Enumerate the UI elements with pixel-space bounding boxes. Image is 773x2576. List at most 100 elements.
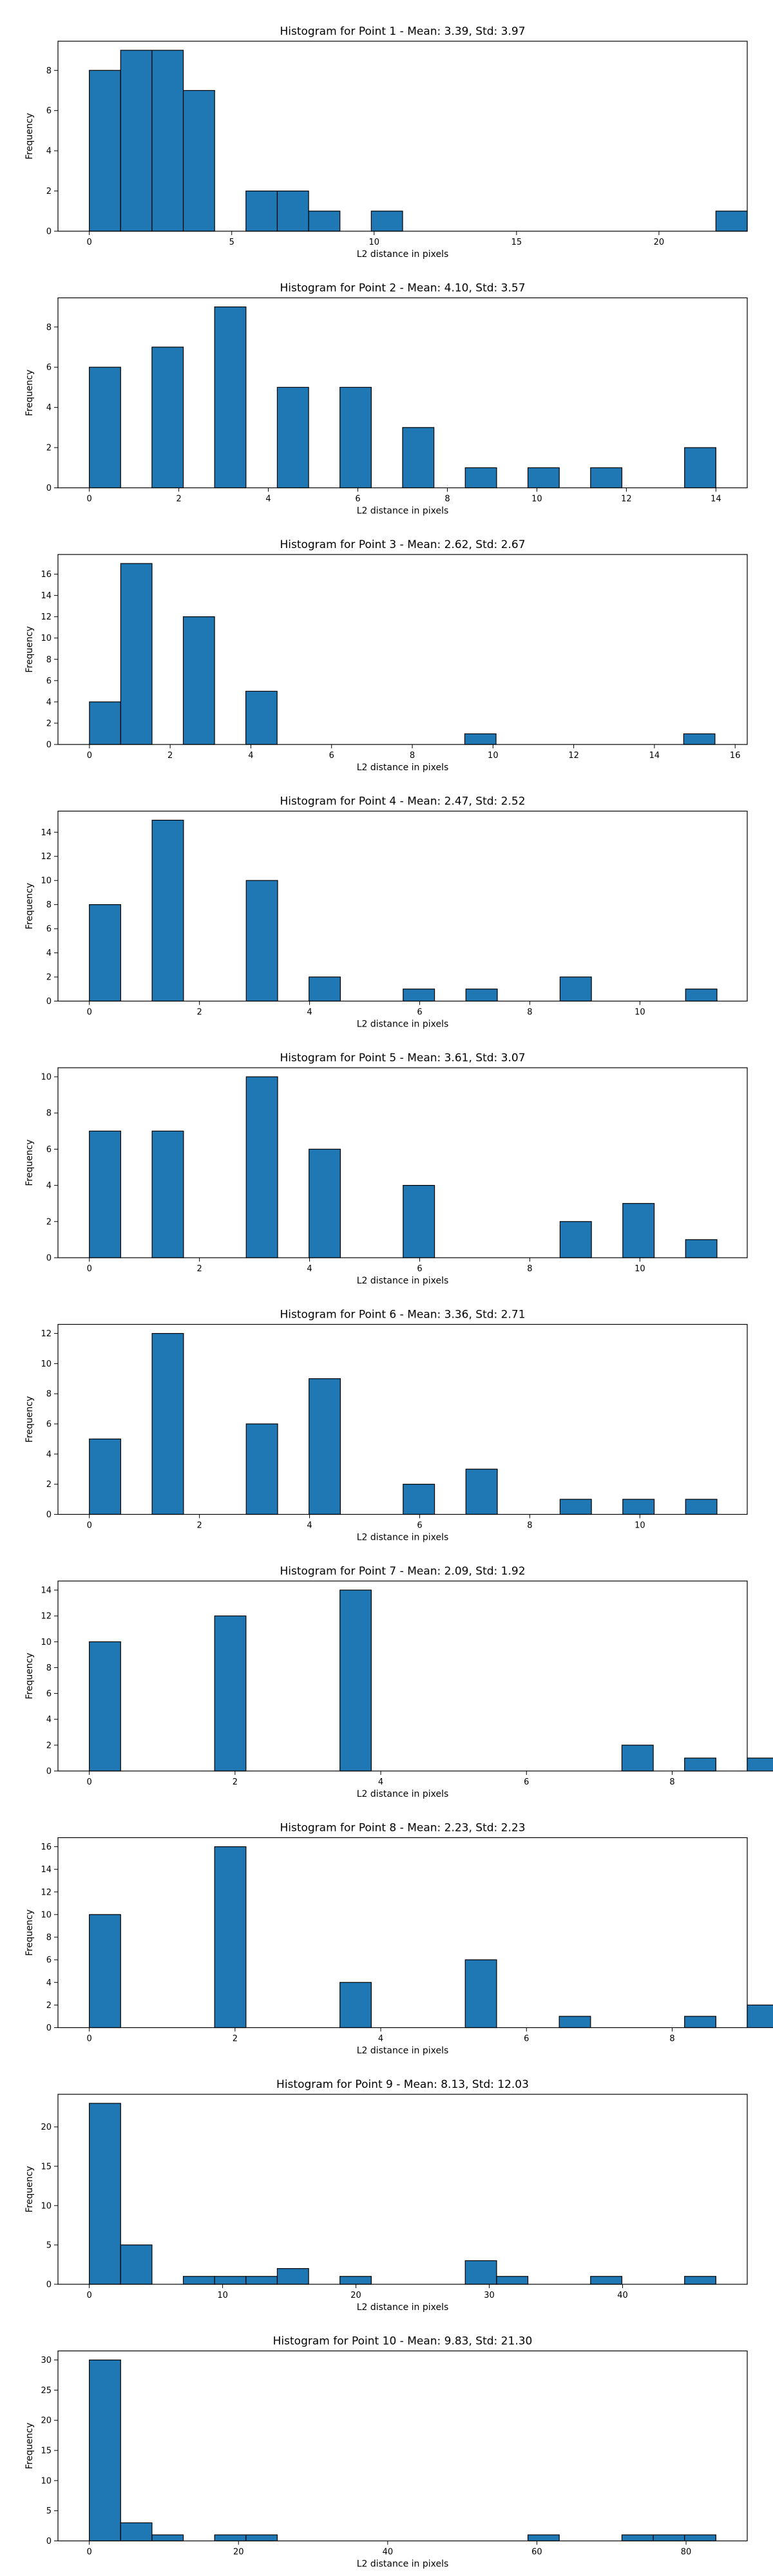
y-tick-label: 12 xyxy=(41,852,52,862)
histogram-bar xyxy=(370,211,403,232)
bars xyxy=(89,2103,716,2285)
x-axis-ticks: 0 2 4 6 8 10 xyxy=(87,1514,645,1531)
y-tick-label: 0 xyxy=(46,741,52,750)
y-axis-label: Frequency xyxy=(24,113,35,159)
histogram-bar xyxy=(339,386,372,489)
x-tick-label: 0 xyxy=(87,1264,92,1274)
y-axis-label: Frequency xyxy=(24,626,35,672)
histogram-bar xyxy=(653,2534,685,2542)
histogram-bar xyxy=(339,1589,372,1772)
y-tick-label: 30 xyxy=(41,2356,52,2365)
histogram-bar xyxy=(684,2534,716,2542)
histogram-bar xyxy=(558,2016,591,2029)
histogram-bar xyxy=(214,306,247,489)
x-axis-ticks: 0 5 10 15 20 xyxy=(86,231,664,247)
y-tick-label: 0 xyxy=(46,2023,52,2033)
histogram-bar xyxy=(245,1423,278,1515)
x-tick-label: 14 xyxy=(711,495,721,504)
histogram-bar xyxy=(182,90,215,232)
histogram-bar xyxy=(245,2534,278,2542)
histogram-bar xyxy=(89,2359,121,2542)
y-tick-label: 6 xyxy=(46,1420,52,1430)
histogram-bar xyxy=(464,1959,497,2029)
chart-title: Histogram for Point 5 - Mean: 3.61, Std:… xyxy=(280,1052,525,1065)
y-tick-label: 14 xyxy=(41,828,52,838)
histogram-bar xyxy=(151,50,184,232)
y-tick-label: 4 xyxy=(46,697,52,707)
y-tick-label: 20 xyxy=(41,2416,52,2426)
x-axis-ticks: 0 10 20 30 40 xyxy=(86,2284,628,2300)
histogram-bar xyxy=(151,819,184,1002)
y-tick-label: 12 xyxy=(41,1329,52,1339)
y-tick-label: 6 xyxy=(46,1145,52,1155)
histogram-panel-4: Histogram for Point 4 - Mean: 2.47, Std:… xyxy=(24,795,748,1030)
y-axis-ticks: 0 2 4 6 8 10 12 14 xyxy=(41,828,58,1007)
x-axis-label: L2 distance in pixels xyxy=(357,1789,449,1799)
histogram-bar xyxy=(182,616,215,745)
y-tick-label: 6 xyxy=(46,1689,52,1699)
x-tick-label: 40 xyxy=(617,2291,628,2300)
histogram-bar xyxy=(276,2268,309,2285)
plot-frame xyxy=(57,1323,748,1515)
y-tick-label: 15 xyxy=(41,2162,52,2172)
bars xyxy=(89,50,748,232)
y-tick-label: 6 xyxy=(46,1956,52,1965)
x-tick-label: 0 xyxy=(86,2034,91,2044)
x-tick-label: 4 xyxy=(378,2034,383,2044)
y-tick-label: 10 xyxy=(41,876,52,886)
histogram-bar xyxy=(182,2276,215,2285)
y-tick-label: 4 xyxy=(46,403,52,413)
x-tick-label: 0 xyxy=(87,1521,92,1531)
y-tick-label: 8 xyxy=(46,1663,52,1673)
histogram-bar xyxy=(276,190,309,232)
chart-title: Histogram for Point 3 - Mean: 2.62, Std:… xyxy=(280,538,525,551)
x-tick-label: 0 xyxy=(87,1008,92,1018)
x-tick-label: 2 xyxy=(233,2034,238,2044)
y-tick-label: 14 xyxy=(41,1865,52,1875)
plot-frame xyxy=(57,297,748,489)
y-tick-label: 16 xyxy=(41,570,52,580)
histogram-panel-5: Histogram for Point 5 - Mean: 3.61, Std:… xyxy=(24,1052,748,1286)
x-tick-label: 6 xyxy=(524,1777,529,1787)
y-axis-ticks: 0 2 4 6 8 10 12 14 xyxy=(41,1586,58,1777)
histogram-bar xyxy=(403,1484,435,1515)
y-tick-label: 12 xyxy=(41,1612,52,1622)
y-axis-ticks: 0 2 4 6 8 10 xyxy=(41,1073,58,1264)
chart-title: Histogram for Point 1 - Mean: 3.39, Std:… xyxy=(280,25,525,38)
y-tick-label: 10 xyxy=(41,1359,52,1369)
x-tick-label: 8 xyxy=(527,1264,532,1274)
histogram-bar xyxy=(527,467,560,489)
y-tick-label: 2 xyxy=(46,719,52,728)
histogram-bar xyxy=(622,1499,655,1515)
x-tick-label: 2 xyxy=(196,1264,202,1274)
bars xyxy=(89,306,716,489)
x-axis-ticks: 0 2 4 6 8 xyxy=(86,2027,675,2044)
y-tick-label: 0 xyxy=(46,1254,52,1264)
bars xyxy=(89,563,716,745)
x-axis-ticks: 0 2 4 6 8 10 xyxy=(87,1258,645,1274)
x-tick-label: 4 xyxy=(307,1008,312,1018)
histogram-bar xyxy=(747,1757,773,1772)
y-tick-label: 8 xyxy=(46,323,52,332)
y-axis-ticks: 0 2 4 6 8 10 12 14 16 xyxy=(41,1842,58,2033)
histogram-bar xyxy=(621,1745,654,1772)
y-axis-ticks: 0 2 4 6 8 xyxy=(46,66,58,237)
histogram-bar xyxy=(715,211,748,232)
x-axis-ticks: 0 20 40 60 80 xyxy=(86,2541,691,2557)
y-tick-label: 2 xyxy=(46,1480,52,1490)
y-axis-label: Frequency xyxy=(24,1909,35,1956)
histogram-bar xyxy=(89,366,121,489)
y-axis-label: Frequency xyxy=(24,1139,35,1186)
y-axis-label: Frequency xyxy=(24,2423,35,2469)
y-tick-label: 8 xyxy=(46,900,52,910)
x-tick-label: 10 xyxy=(531,495,542,504)
y-tick-label: 12 xyxy=(41,1888,52,1897)
chart-title: Histogram for Point 7 - Mean: 2.09, Std:… xyxy=(280,1565,525,1578)
y-tick-label: 15 xyxy=(41,2447,52,2456)
histogram-bar xyxy=(684,2276,716,2285)
histogram-bar xyxy=(590,467,623,489)
histogram-bar xyxy=(684,2016,716,2029)
y-tick-label: 2 xyxy=(46,2001,52,2011)
x-tick-label: 8 xyxy=(444,495,450,504)
x-tick-label: 8 xyxy=(669,1777,674,1787)
